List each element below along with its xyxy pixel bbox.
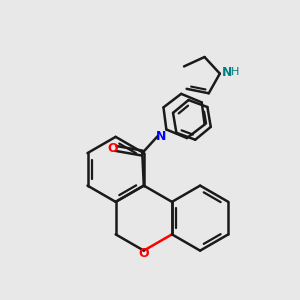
Text: N: N: [156, 130, 167, 142]
Text: N: N: [221, 66, 232, 79]
Text: O: O: [139, 247, 149, 260]
Text: O: O: [107, 142, 118, 155]
Text: H: H: [230, 67, 239, 77]
